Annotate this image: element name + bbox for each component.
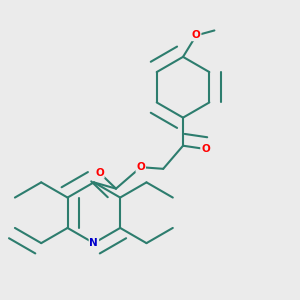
- Text: N: N: [89, 238, 98, 248]
- Text: O: O: [95, 168, 104, 178]
- Text: O: O: [192, 30, 201, 40]
- Text: O: O: [136, 162, 145, 172]
- Text: O: O: [201, 144, 210, 154]
